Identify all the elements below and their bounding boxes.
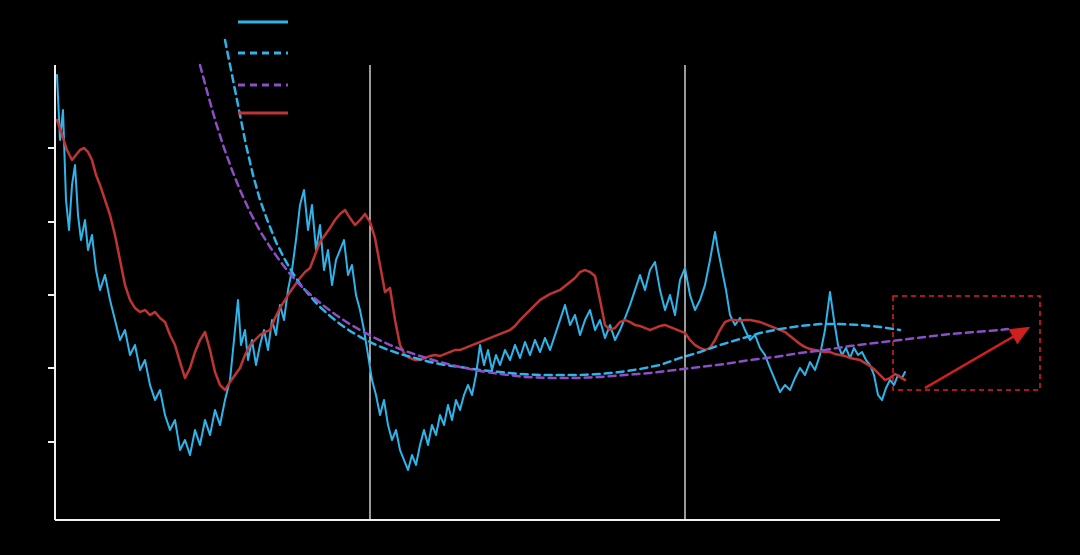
trend-arrow xyxy=(924,326,1031,390)
series-red-smooth xyxy=(55,118,907,392)
legend-group xyxy=(238,20,288,115)
axes-group xyxy=(48,65,1000,521)
event-lines-group xyxy=(369,65,686,520)
series-cyan-volatile xyxy=(56,74,906,471)
series-group xyxy=(55,38,1010,471)
series-cyan-trend xyxy=(223,38,902,377)
series-purple-trend xyxy=(198,63,1010,380)
highlight-box xyxy=(892,295,1041,391)
annotation-group xyxy=(892,295,1041,391)
